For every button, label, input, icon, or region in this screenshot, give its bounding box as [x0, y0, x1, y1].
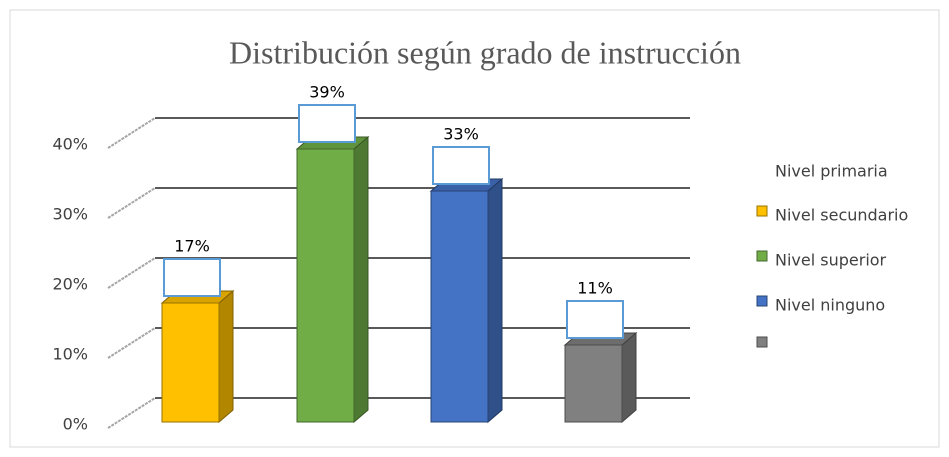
y-tick-label: 0%	[63, 415, 88, 434]
legend-label: Nivel ninguno	[775, 296, 885, 315]
data-label: 33%	[443, 125, 479, 144]
bar	[430, 190, 489, 423]
data-callout	[163, 258, 221, 297]
grid-line-depth	[107, 257, 156, 289]
legend-swatch	[756, 295, 768, 307]
bar-side	[218, 289, 234, 424]
data-callout	[298, 104, 356, 143]
legend-label: Nivel secundario	[775, 206, 908, 225]
bar	[564, 344, 623, 423]
chart-title: Distribución según grado de instrucción	[229, 34, 741, 70]
bar-side	[353, 135, 369, 424]
y-tick-label: 20%	[52, 275, 88, 294]
grid-line-depth	[107, 187, 156, 219]
y-tick-label: 30%	[52, 205, 88, 224]
y-tick-label: 40%	[52, 135, 88, 154]
bar-side	[621, 331, 637, 424]
data-callout	[566, 300, 624, 339]
legend-swatch	[756, 250, 768, 262]
legend-label: Nivel primaria	[775, 162, 888, 181]
data-label: 17%	[174, 237, 210, 256]
data-label: 11%	[577, 279, 613, 298]
grid-line-depth	[107, 327, 156, 359]
grid-line-depth	[107, 117, 156, 149]
data-label: 39%	[309, 83, 345, 102]
y-tick-label: 10%	[52, 345, 88, 364]
legend-label: Nivel superior	[775, 251, 887, 270]
legend-swatch	[756, 336, 768, 348]
bar	[296, 148, 355, 423]
bar	[161, 302, 220, 423]
bar-side	[487, 177, 503, 424]
data-callout	[432, 146, 490, 185]
legend-swatch	[756, 205, 768, 217]
grid-line-depth	[107, 397, 156, 429]
